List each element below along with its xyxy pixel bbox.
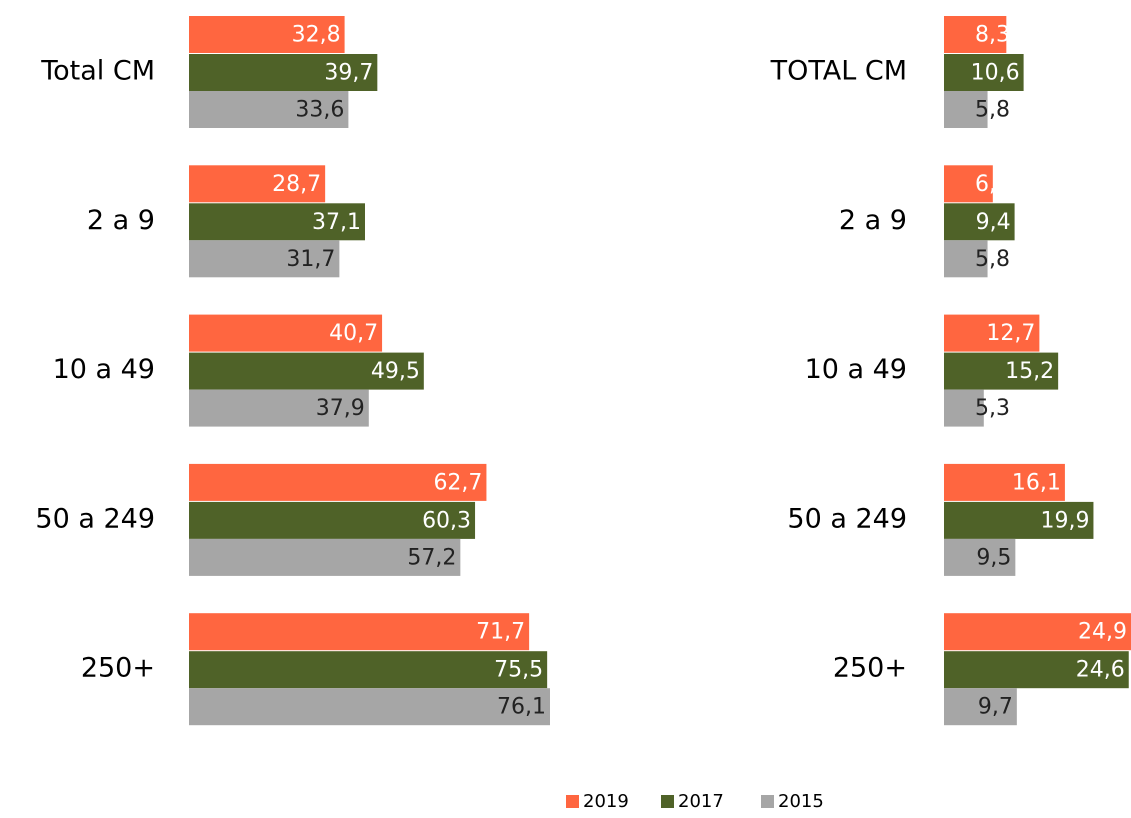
bar — [189, 352, 424, 390]
bar — [189, 240, 340, 278]
value-label: 37,9 — [316, 396, 365, 421]
bar — [189, 54, 378, 91]
bar — [189, 613, 530, 651]
value-label: 15,2 — [1005, 359, 1054, 384]
value-label: 16,1 — [1012, 470, 1061, 495]
category-label: 10 a 49 — [805, 354, 907, 385]
bar — [944, 91, 988, 128]
value-label: 5,8 — [975, 98, 1010, 123]
value-label: 10,6 — [971, 61, 1020, 86]
value-label: 62,7 — [433, 470, 482, 495]
value-label: 9,5 — [976, 545, 1011, 570]
bar — [189, 501, 476, 539]
bar — [944, 203, 1015, 241]
bar — [944, 16, 1007, 53]
bar — [189, 16, 345, 53]
bar — [944, 240, 988, 278]
category-label: 50 a 249 — [35, 503, 155, 534]
value-label: 28,7 — [272, 172, 321, 197]
bar — [189, 538, 461, 576]
value-label: 5,8 — [975, 247, 1010, 272]
category-label: 250+ — [833, 653, 907, 684]
category-label: 50 a 249 — [787, 503, 907, 534]
legend-label: 2017 — [678, 791, 724, 812]
value-label: 75,5 — [494, 658, 543, 683]
bar — [944, 538, 1016, 576]
value-label: 5,3 — [975, 396, 1010, 421]
bar — [189, 91, 349, 128]
category-label: 250+ — [81, 653, 155, 684]
value-label: 57,2 — [407, 545, 456, 570]
value-label: 9,4 — [976, 210, 1011, 235]
bar — [944, 389, 984, 427]
category-label: 2 a 9 — [839, 205, 907, 236]
value-label: 76,1 — [497, 695, 546, 720]
bar — [944, 352, 1059, 390]
bar — [944, 463, 1065, 501]
value-label: 19,9 — [1040, 508, 1089, 533]
bar — [189, 688, 550, 726]
bar — [944, 688, 1017, 726]
bar — [189, 651, 548, 689]
value-label: 60,3 — [422, 508, 471, 533]
value-label: 33,6 — [295, 98, 344, 123]
value-label: 12,7 — [986, 321, 1035, 346]
bar — [189, 389, 369, 427]
value-label: 24,6 — [1076, 658, 1125, 683]
bar — [189, 165, 326, 203]
legend-swatch — [761, 795, 774, 808]
value-label: 8,3 — [975, 23, 1010, 48]
bar — [944, 165, 993, 203]
bar — [944, 613, 1131, 651]
legend-label: 2019 — [583, 791, 629, 812]
bar — [944, 54, 1024, 91]
legend-swatch — [566, 795, 579, 808]
value-label: 32,8 — [292, 23, 341, 48]
category-label: 10 a 49 — [53, 354, 155, 385]
value-label: 40,7 — [329, 321, 378, 346]
legend-label: 2015 — [778, 791, 824, 812]
value-label: 39,7 — [324, 61, 373, 86]
bar — [189, 314, 383, 352]
value-label: 31,7 — [286, 247, 335, 272]
bar — [944, 314, 1040, 352]
value-label: 37,1 — [312, 210, 361, 235]
value-label: 24,9 — [1078, 620, 1127, 645]
value-label: 9,7 — [978, 695, 1013, 720]
value-label: 71,7 — [476, 620, 525, 645]
bar — [189, 463, 487, 501]
value-label: 49,5 — [371, 359, 420, 384]
bar — [189, 203, 365, 241]
value-label: 6,5 — [975, 172, 1010, 197]
category-label: Total CM — [40, 56, 155, 87]
bar — [944, 651, 1129, 689]
bar — [944, 501, 1094, 539]
category-label: 2 a 9 — [87, 205, 155, 236]
legend-swatch — [661, 795, 674, 808]
category-label: TOTAL CM — [770, 56, 907, 87]
